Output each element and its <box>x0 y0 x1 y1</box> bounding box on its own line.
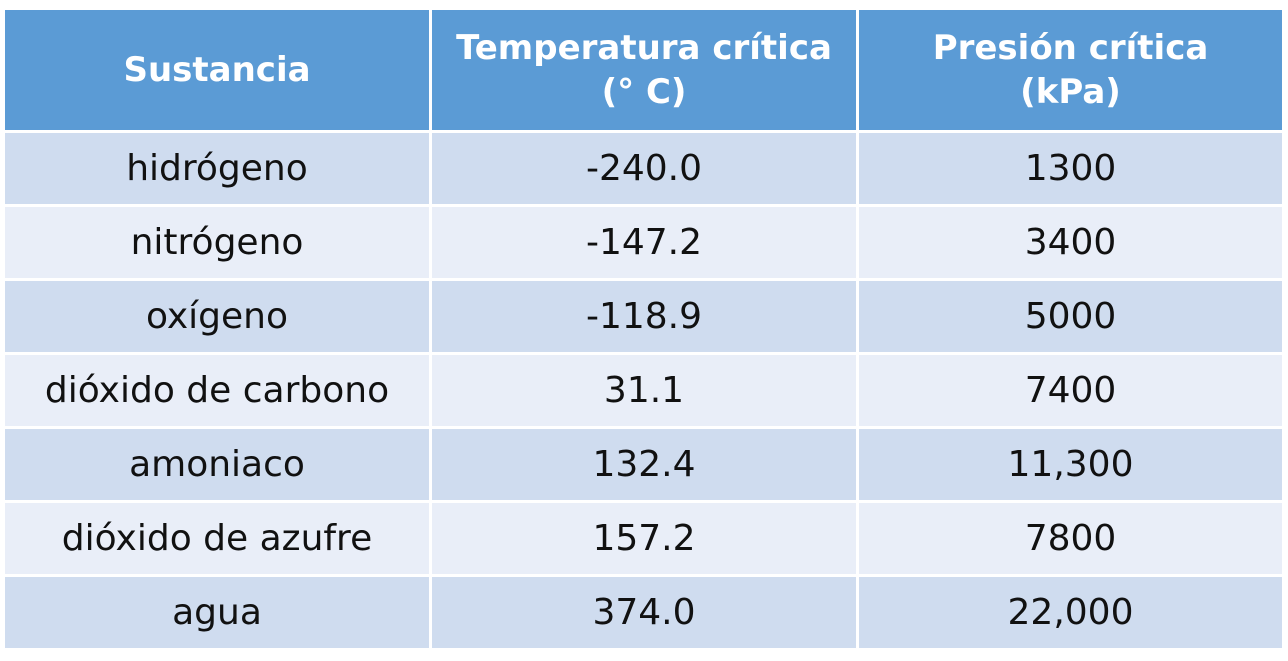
cell-substance: nitrógeno <box>2 204 432 281</box>
table-row: dióxido de carbono 31.1 7400 <box>2 352 1285 429</box>
header-critical-temperature-unit: (° C) <box>601 72 687 112</box>
cell-temperature: 31.1 <box>429 352 859 429</box>
cell-pressure: 3400 <box>856 204 1285 281</box>
cell-substance: oxígeno <box>2 278 432 355</box>
cell-temperature: 374.0 <box>429 574 859 651</box>
cell-temperature: 132.4 <box>429 426 859 503</box>
cell-pressure: 5000 <box>856 278 1285 355</box>
table-body: hidrógeno -240.0 1300 nitrógeno -147.2 3… <box>2 130 1285 651</box>
table-row: oxígeno -118.9 5000 <box>2 278 1285 355</box>
table-header: Sustancia Temperatura crítica (° C) Pres… <box>2 7 1285 133</box>
cell-pressure: 7400 <box>856 352 1285 429</box>
header-substance-text: Sustancia <box>123 50 311 90</box>
cell-pressure: 22,000 <box>856 574 1285 651</box>
cell-pressure: 7800 <box>856 500 1285 577</box>
cell-substance: hidrógeno <box>2 130 432 207</box>
cell-temperature: -118.9 <box>429 278 859 355</box>
header-substance: Sustancia <box>2 7 432 133</box>
table-row: hidrógeno -240.0 1300 <box>2 130 1285 207</box>
header-critical-temperature: Temperatura crítica (° C) <box>429 7 859 133</box>
cell-pressure: 11,300 <box>856 426 1285 503</box>
critical-properties-table: Sustancia Temperatura crítica (° C) Pres… <box>2 7 1285 651</box>
cell-pressure: 1300 <box>856 130 1285 207</box>
cell-substance: amoniaco <box>2 426 432 503</box>
header-critical-pressure: Presión crítica (kPa) <box>856 7 1285 133</box>
cell-temperature: -147.2 <box>429 204 859 281</box>
header-critical-temperature-line1: Temperatura crítica <box>456 28 832 68</box>
header-critical-pressure-line1: Presión crítica <box>932 28 1209 68</box>
cell-substance: dióxido de carbono <box>2 352 432 429</box>
cell-substance: dióxido de azufre <box>2 500 432 577</box>
table-row: amoniaco 132.4 11,300 <box>2 426 1285 503</box>
header-row: Sustancia Temperatura crítica (° C) Pres… <box>2 7 1285 133</box>
cell-substance: agua <box>2 574 432 651</box>
cell-temperature: 157.2 <box>429 500 859 577</box>
table-row: dióxido de azufre 157.2 7800 <box>2 500 1285 577</box>
table-row: nitrógeno -147.2 3400 <box>2 204 1285 281</box>
header-critical-pressure-unit: (kPa) <box>1020 72 1121 112</box>
cell-temperature: -240.0 <box>429 130 859 207</box>
table-row: agua 374.0 22,000 <box>2 574 1285 651</box>
critical-properties-table-container: Sustancia Temperatura crítica (° C) Pres… <box>2 7 1285 651</box>
